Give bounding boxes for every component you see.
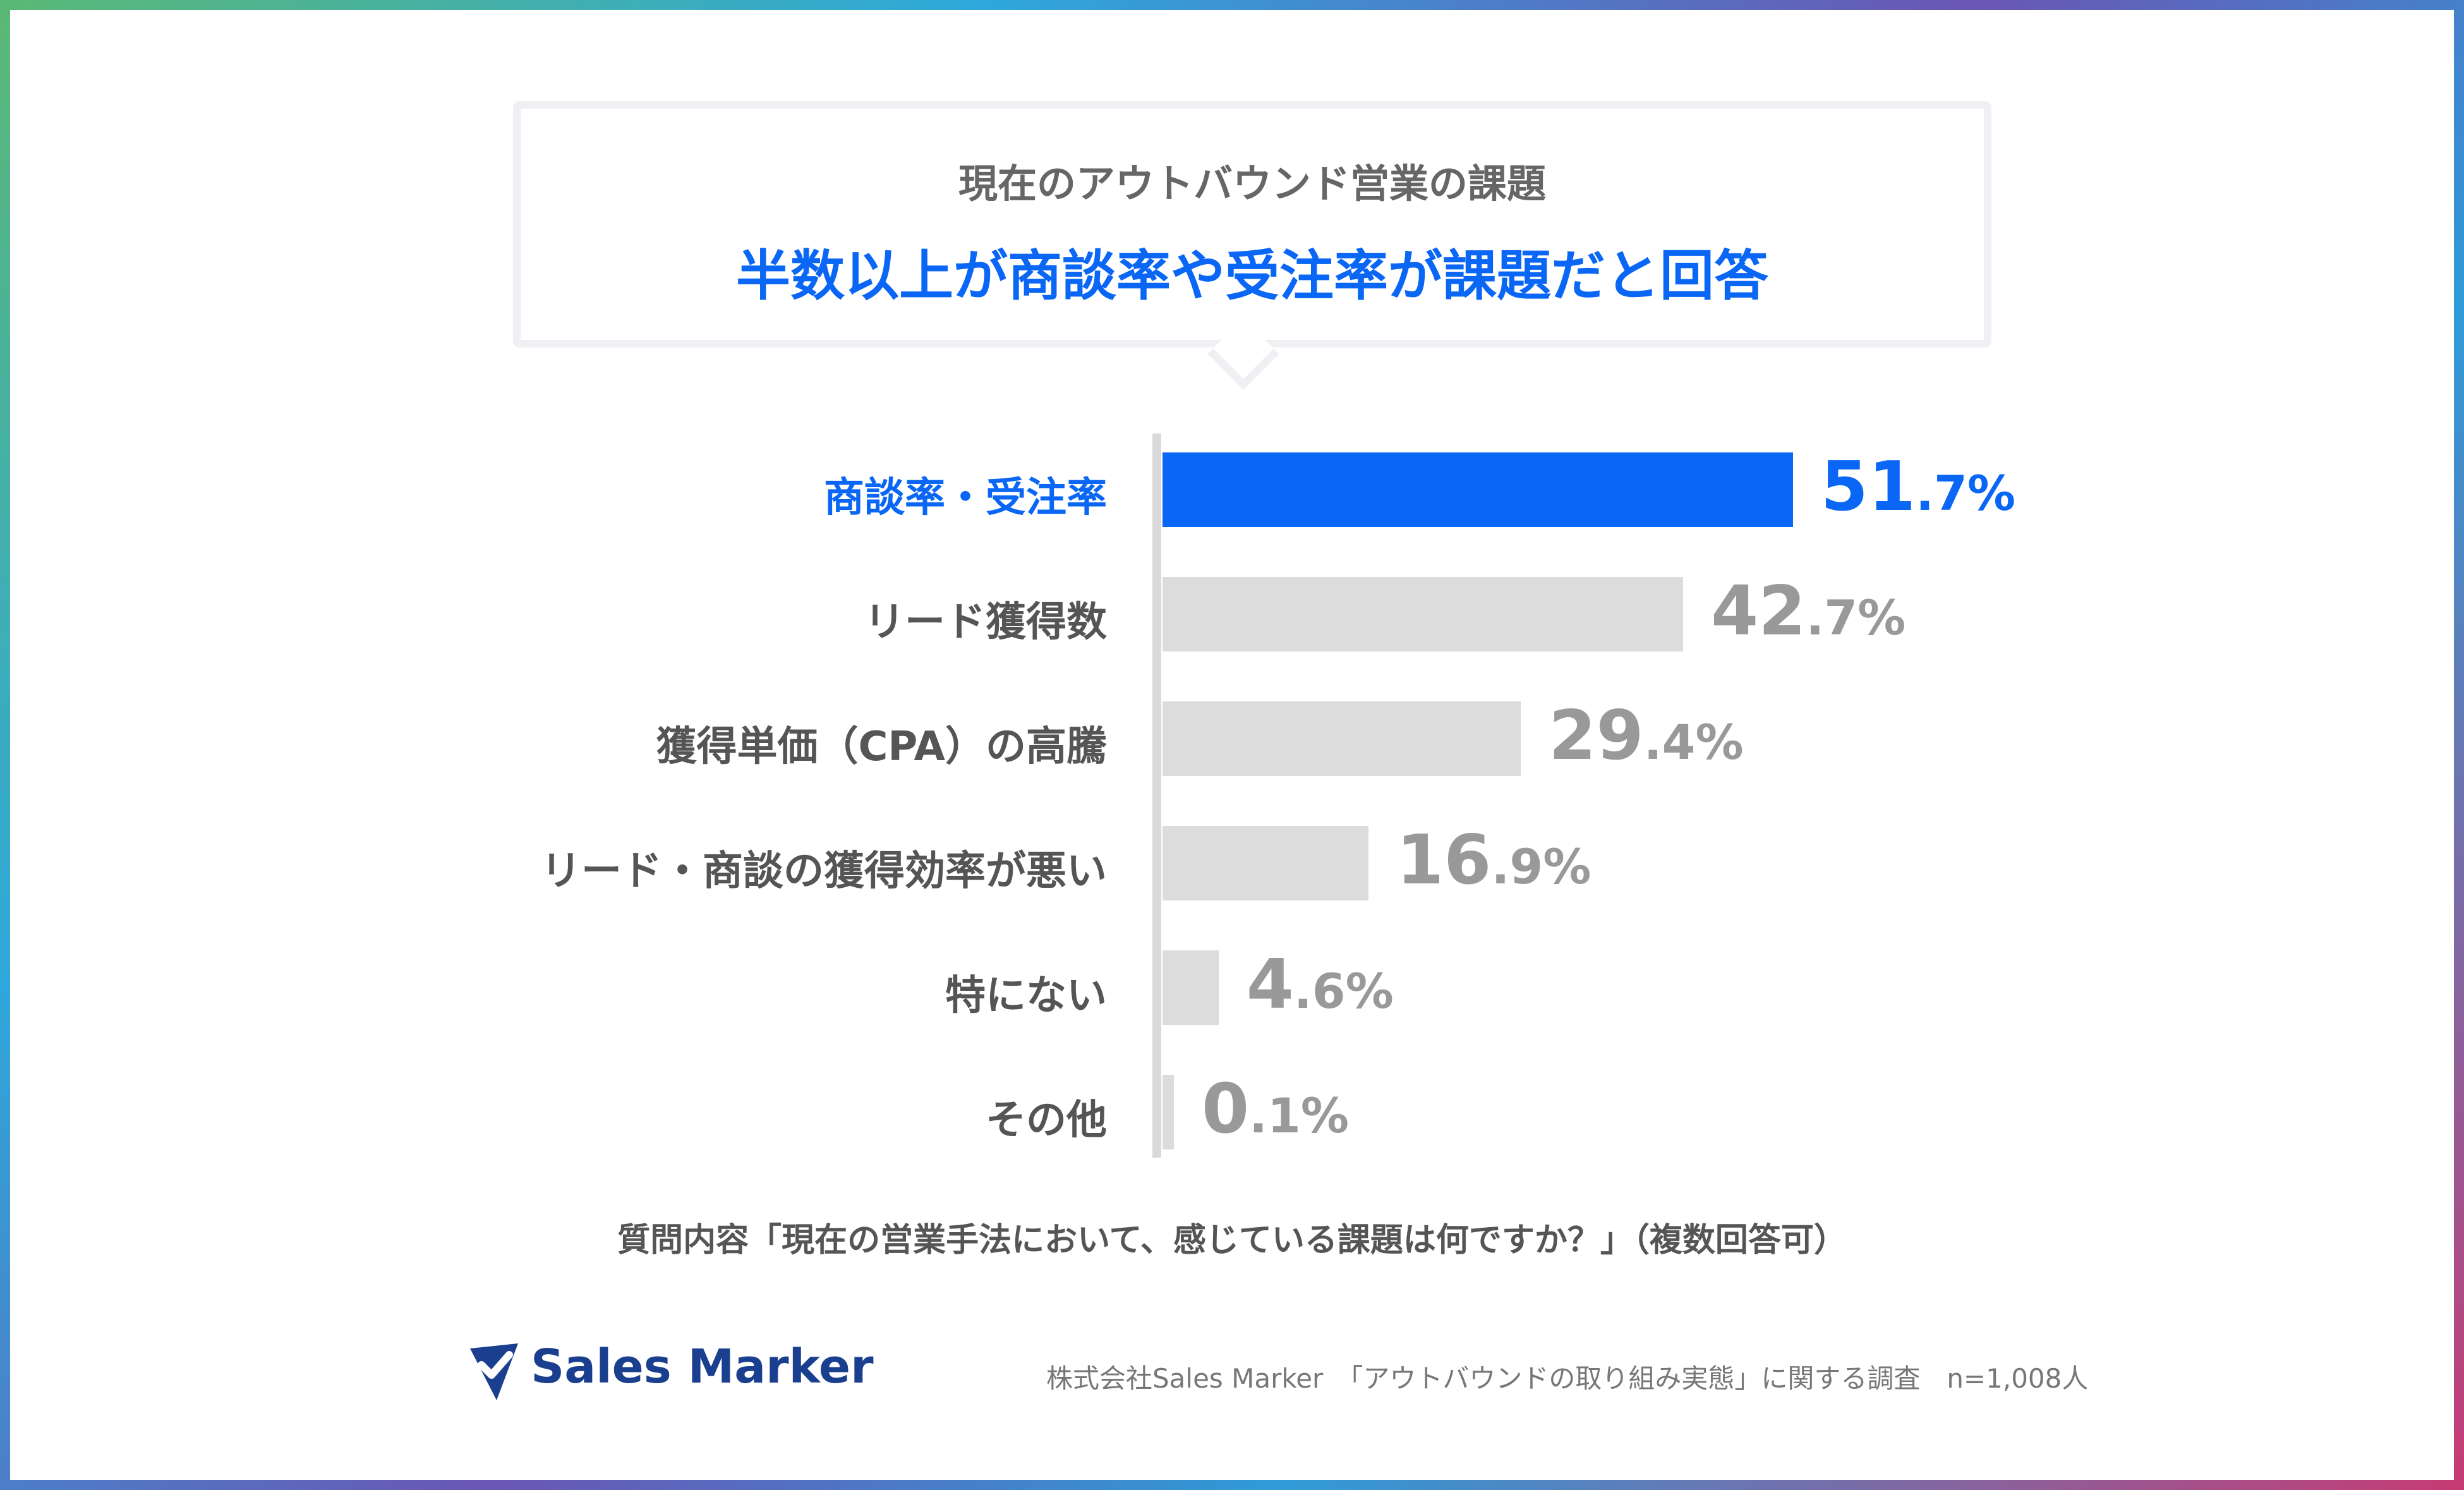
value-decimal: .4%	[1643, 714, 1744, 770]
value-decimal: .6%	[1293, 963, 1394, 1019]
value-decimal: .7%	[1806, 590, 1906, 646]
bar	[1163, 826, 1369, 900]
bar	[1163, 950, 1219, 1025]
value-integer: 0	[1202, 1070, 1250, 1149]
category-label: 獲得単価（CPA）の高騰	[656, 724, 1107, 770]
logo-text: Sales Marker	[531, 1340, 874, 1394]
chart-axis	[1152, 433, 1161, 1158]
survey-credit: 株式会社Sales Marker 「アウトバウンドの取り組み実態」に関する調査 …	[1046, 1363, 2089, 1394]
category-label: その他	[986, 1097, 1107, 1144]
value-decimal: .9%	[1491, 839, 1591, 895]
value-decimal: .7%	[1916, 465, 2015, 521]
value-integer: 29	[1549, 696, 1644, 775]
value-label: 51.7%	[1821, 447, 2015, 526]
value-integer: 51	[1820, 447, 1916, 526]
value-label: 4.6%	[1247, 945, 1394, 1024]
category-label: リード・商談の獲得効率が悪い	[541, 848, 1107, 895]
value-label: 29.4%	[1549, 696, 1743, 775]
question-note: 質問内容「現在の営業手法において、感じている課題は何ですか？」（複数回答可）	[617, 1221, 1847, 1259]
value-label: 16.9%	[1396, 821, 1591, 900]
category-label: 特にない	[945, 972, 1107, 1019]
callout-headline: 半数以上が商談率や受注率が課題だと回答	[736, 245, 1768, 308]
location-pin-check-icon	[470, 1343, 518, 1400]
bar	[1163, 577, 1684, 651]
value-label: 42.7%	[1711, 572, 1905, 651]
category-label: リード獲得数	[864, 599, 1107, 646]
headline-callout: 現在のアウトバウンド営業の課題 半数以上が商談率や受注率が課題だと回答	[513, 101, 1991, 348]
value-label: 0.1%	[1202, 1070, 1349, 1149]
value-integer: 4	[1246, 945, 1294, 1024]
category-label: 商談率・受注率	[824, 475, 1107, 521]
callout-subtitle: 現在のアウトバウンド営業の課題	[958, 161, 1546, 207]
value-integer: 42	[1711, 572, 1806, 651]
value-integer: 16	[1396, 821, 1492, 900]
value-decimal: .1%	[1249, 1087, 1350, 1144]
bar	[1163, 701, 1521, 776]
bar	[1163, 1075, 1174, 1149]
bar	[1163, 452, 1793, 527]
